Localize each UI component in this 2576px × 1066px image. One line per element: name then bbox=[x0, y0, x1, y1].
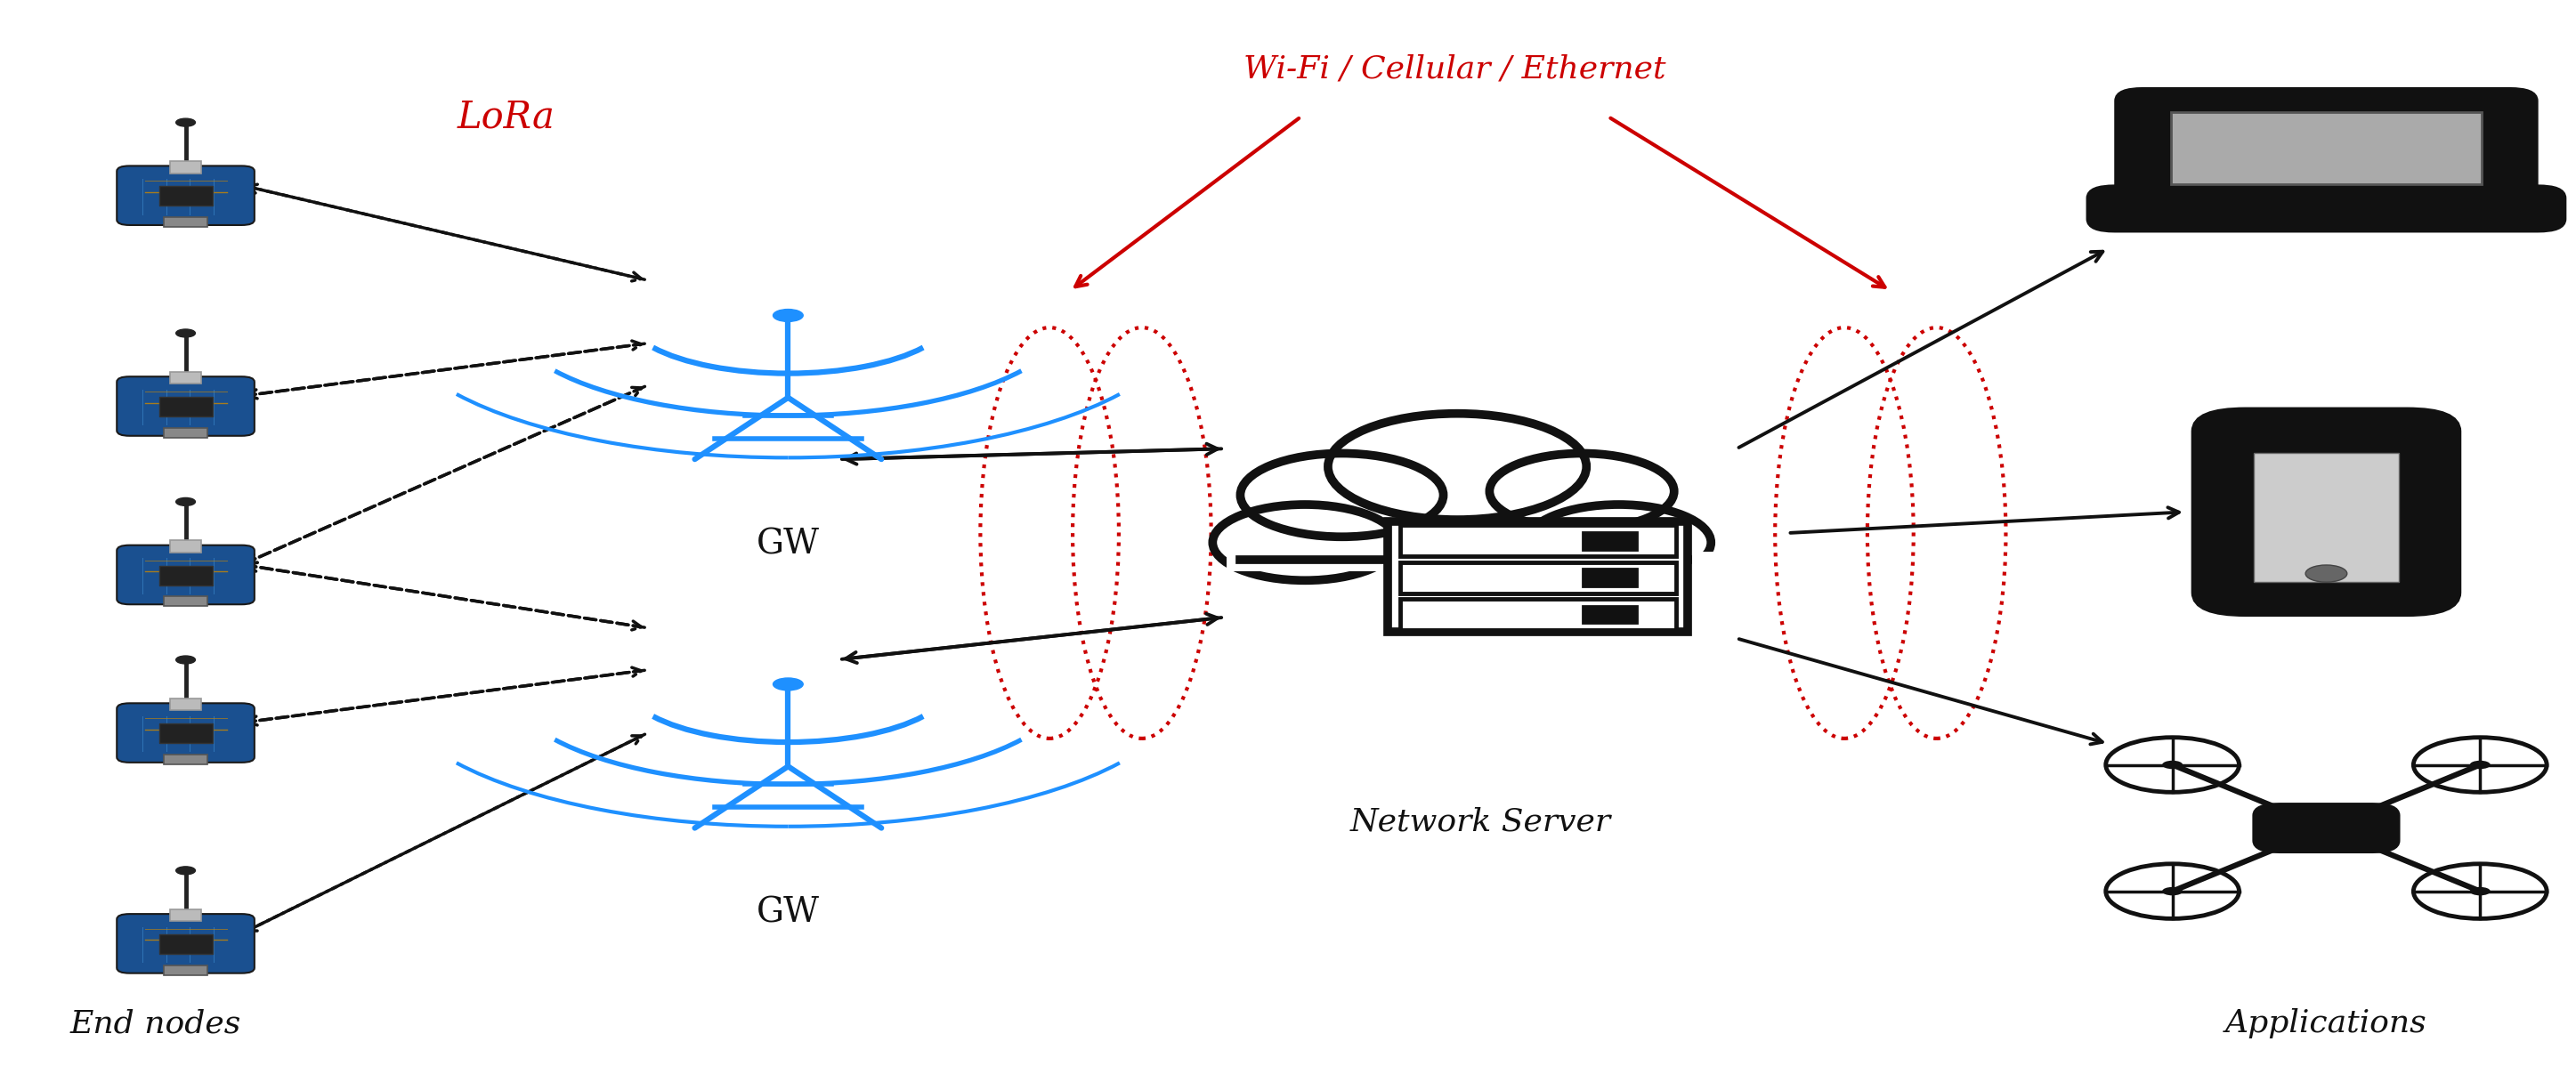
FancyBboxPatch shape bbox=[2172, 112, 2481, 184]
FancyBboxPatch shape bbox=[165, 965, 209, 975]
FancyBboxPatch shape bbox=[116, 545, 255, 604]
FancyBboxPatch shape bbox=[2254, 453, 2398, 582]
FancyBboxPatch shape bbox=[160, 187, 211, 206]
FancyBboxPatch shape bbox=[1399, 526, 1677, 556]
FancyBboxPatch shape bbox=[116, 704, 255, 762]
FancyBboxPatch shape bbox=[165, 427, 209, 438]
Circle shape bbox=[773, 678, 804, 691]
FancyBboxPatch shape bbox=[160, 935, 211, 954]
FancyBboxPatch shape bbox=[2117, 91, 2535, 204]
Circle shape bbox=[2470, 887, 2491, 895]
Text: GW: GW bbox=[757, 897, 819, 930]
FancyBboxPatch shape bbox=[165, 596, 209, 607]
FancyBboxPatch shape bbox=[1226, 552, 1734, 571]
Circle shape bbox=[175, 498, 196, 505]
Text: Network Server: Network Server bbox=[1350, 807, 1610, 837]
FancyBboxPatch shape bbox=[170, 540, 201, 552]
FancyBboxPatch shape bbox=[116, 166, 255, 225]
Text: End nodes: End nodes bbox=[70, 1008, 242, 1038]
Text: LoRa: LoRa bbox=[456, 98, 554, 135]
Circle shape bbox=[2306, 565, 2347, 582]
FancyBboxPatch shape bbox=[2285, 185, 2367, 206]
FancyBboxPatch shape bbox=[1582, 532, 1636, 550]
Circle shape bbox=[773, 309, 804, 322]
Text: Wi-Fi / Cellular / Ethernet: Wi-Fi / Cellular / Ethernet bbox=[1244, 54, 1667, 84]
FancyBboxPatch shape bbox=[116, 376, 255, 436]
FancyBboxPatch shape bbox=[165, 755, 209, 764]
Text: GW: GW bbox=[757, 528, 819, 561]
FancyBboxPatch shape bbox=[170, 698, 201, 710]
FancyBboxPatch shape bbox=[160, 566, 211, 585]
Circle shape bbox=[175, 118, 196, 127]
Circle shape bbox=[175, 329, 196, 337]
FancyBboxPatch shape bbox=[160, 397, 211, 417]
FancyBboxPatch shape bbox=[1582, 605, 1636, 624]
Circle shape bbox=[1528, 504, 1710, 580]
Circle shape bbox=[175, 867, 196, 874]
FancyBboxPatch shape bbox=[1399, 562, 1677, 593]
Circle shape bbox=[1213, 504, 1396, 580]
Circle shape bbox=[1329, 414, 1587, 520]
FancyBboxPatch shape bbox=[170, 372, 201, 384]
Circle shape bbox=[1239, 453, 1443, 537]
FancyBboxPatch shape bbox=[165, 217, 209, 227]
Circle shape bbox=[175, 656, 196, 664]
Text: Applications: Applications bbox=[2226, 1008, 2427, 1038]
FancyBboxPatch shape bbox=[1388, 521, 1687, 632]
FancyBboxPatch shape bbox=[2254, 805, 2398, 851]
FancyBboxPatch shape bbox=[170, 909, 201, 921]
FancyBboxPatch shape bbox=[1399, 599, 1677, 630]
FancyBboxPatch shape bbox=[1582, 569, 1636, 586]
FancyBboxPatch shape bbox=[2195, 410, 2458, 614]
Circle shape bbox=[2470, 760, 2491, 769]
Circle shape bbox=[1489, 453, 1674, 529]
FancyBboxPatch shape bbox=[116, 914, 255, 973]
FancyBboxPatch shape bbox=[160, 724, 211, 743]
Circle shape bbox=[2161, 887, 2182, 895]
Circle shape bbox=[2161, 760, 2182, 769]
FancyBboxPatch shape bbox=[170, 161, 201, 173]
FancyBboxPatch shape bbox=[2089, 188, 2563, 229]
